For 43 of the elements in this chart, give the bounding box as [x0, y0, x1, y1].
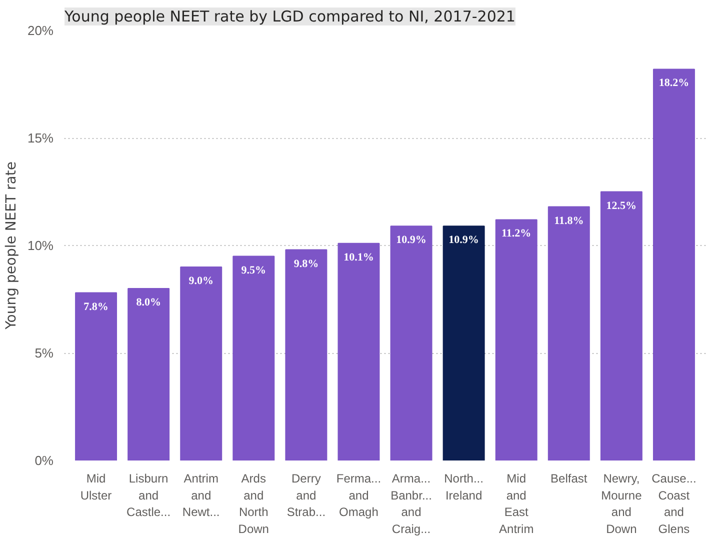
bar	[338, 242, 380, 460]
bar	[600, 191, 642, 460]
x-tick-label: Mid and East Antrim	[499, 472, 534, 536]
x-tick-label: North... Ireland	[444, 472, 484, 502]
data-label: 18.2%	[658, 77, 690, 90]
data-label: 9.0%	[188, 275, 214, 287]
bar	[548, 206, 590, 460]
bar	[285, 249, 328, 460]
y-tick-label: 10%	[27, 238, 54, 253]
data-label: 8.0%	[136, 296, 161, 308]
x-tick-label: Cause... Coast and Glens	[652, 472, 696, 536]
y-tick-label: 5%	[34, 346, 54, 360]
x-tick-label: Derry and Strab...	[286, 472, 326, 520]
bar	[180, 266, 222, 460]
y-tick-label: 15%	[27, 130, 54, 146]
x-tick-label: Arma... Banbr... and Craig...	[390, 472, 432, 536]
x-tick-label: Belfast	[550, 472, 588, 486]
bar	[75, 292, 118, 460]
x-tick-label: Antrim and Newt...	[182, 472, 220, 520]
bar	[652, 68, 695, 460]
x-tick-label: Newry, Mourne and Down	[601, 472, 642, 536]
bar	[495, 219, 538, 460]
data-label: 10.1%	[344, 251, 374, 264]
data-label: 9.8%	[294, 258, 319, 270]
data-label: 12.5%	[606, 200, 637, 212]
y-axis-title: Young people NEET rate	[3, 162, 20, 330]
data-label: 11.2%	[502, 228, 532, 240]
bar	[390, 226, 432, 460]
bar	[232, 256, 275, 460]
y-tick-label: 0%	[34, 453, 54, 468]
x-tick-label: Lisburn and Castle...	[126, 472, 171, 520]
x-tick-label: Ferma... and Omagh	[336, 472, 382, 520]
x-tick-label: Ards and North Down	[238, 472, 269, 536]
y-tick-label: 20%	[27, 23, 54, 38]
chart-title: Young people NEET rate by LGD compared to NI, 2017-2021	[64, 8, 516, 26]
data-label: 10.9%	[396, 234, 426, 246]
data-label: 7.8%	[84, 300, 108, 313]
data-label: 10.9%	[448, 234, 479, 246]
x-tick-label: Mid Ulster	[80, 472, 112, 502]
bar	[128, 288, 170, 460]
bar	[442, 226, 485, 460]
data-label: 9.5%	[241, 264, 266, 276]
data-label: 11.8%	[554, 214, 584, 227]
